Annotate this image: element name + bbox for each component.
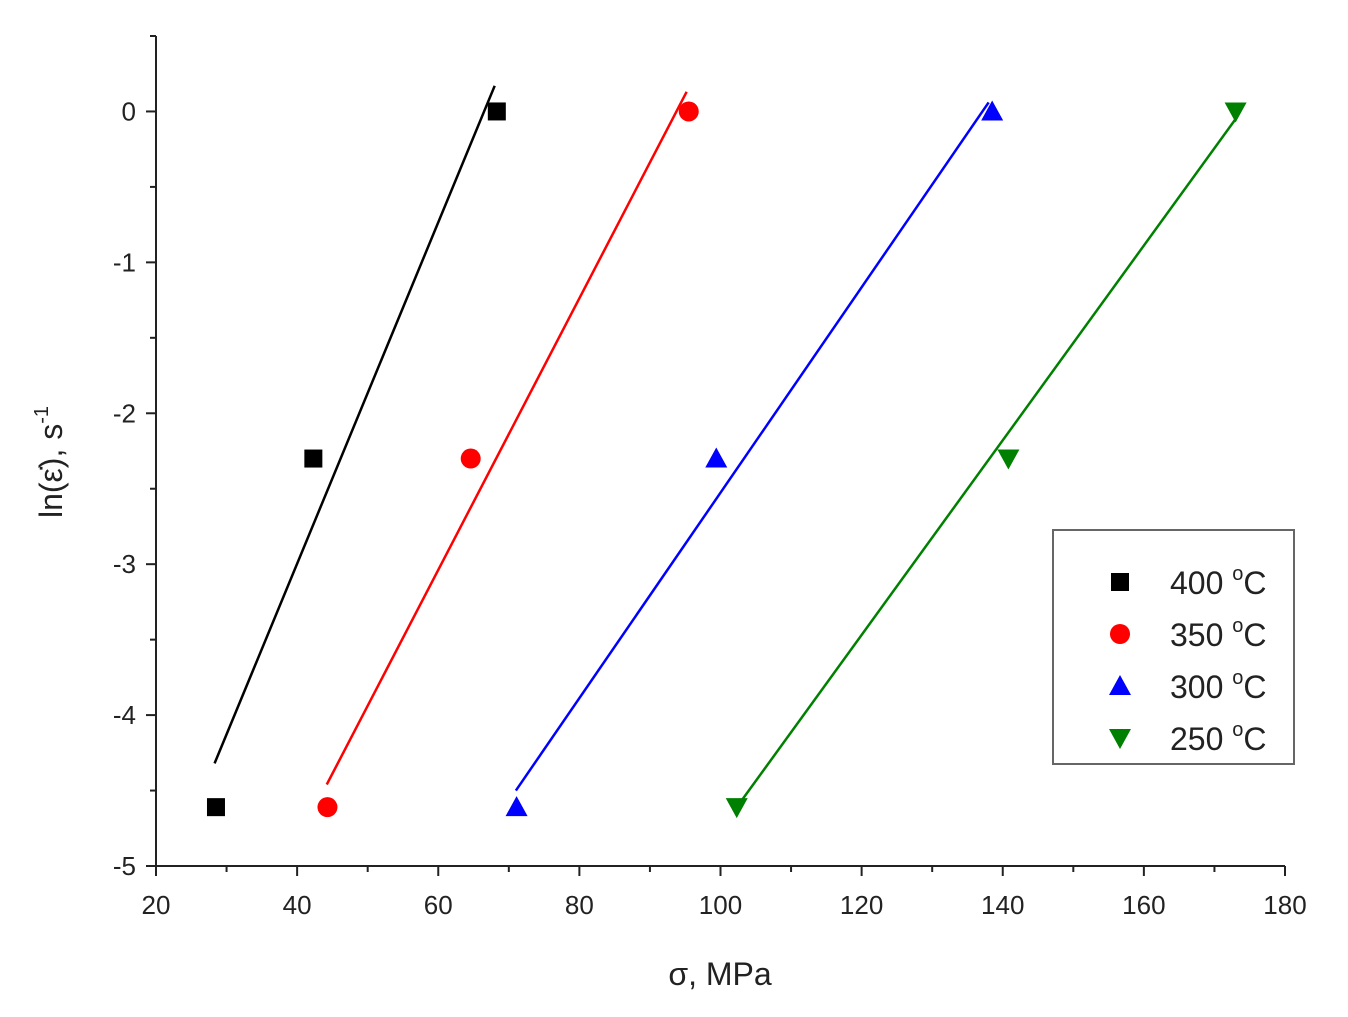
data-point-400 <box>304 449 323 468</box>
legend-marker-300 <box>1109 675 1131 695</box>
x-tick-label: 80 <box>565 890 594 920</box>
fit-line-400 <box>213 85 496 764</box>
data-point-300 <box>505 796 528 817</box>
x-tick-label: 60 <box>424 890 453 920</box>
legend: 400 oC 350 oC 300 oC 250 oC <box>1052 529 1295 765</box>
x-tick-label: 40 <box>283 890 312 920</box>
y-tick-label: -4 <box>113 700 136 730</box>
x-tick-label: 20 <box>142 890 171 920</box>
data-point-400 <box>206 798 225 817</box>
data-point-250 <box>725 798 748 819</box>
legend-label-250: 250 oC <box>1170 719 1267 757</box>
fit-lines <box>213 85 1237 811</box>
fit-line-300 <box>514 101 990 792</box>
legend-label-400: 400 oC <box>1170 563 1267 601</box>
data-point-350 <box>678 101 699 122</box>
data-point-250 <box>997 449 1020 470</box>
y-axis-title-superscript: -1 <box>31 406 53 424</box>
y-tick-label: -5 <box>113 851 136 881</box>
data-point-250 <box>1224 102 1247 123</box>
y-tick-label: -2 <box>113 398 136 428</box>
x-tick-label: 160 <box>1122 890 1165 920</box>
data-point-350 <box>317 797 338 818</box>
legend-label-350: 350 oC <box>1170 615 1267 653</box>
x-axis-title: σ, MPa <box>668 956 772 992</box>
axes: 20 40 60 80 100 120 140 160 180 0 -1 -2 -3 -4 -5 <box>113 35 1307 920</box>
x-tick-label: 120 <box>840 890 883 920</box>
legend-marker-250 <box>1109 729 1131 749</box>
x-tick-label: 180 <box>1263 890 1306 920</box>
fit-line-250 <box>733 118 1237 811</box>
legend-box <box>1052 529 1295 765</box>
legend-label-300: 300 oC <box>1170 667 1267 705</box>
y-axis-title: ln(ε̇), s-1 <box>31 406 69 518</box>
data-point-350 <box>460 448 481 469</box>
y-tick-label: 0 <box>122 96 136 126</box>
legend-marker-400 <box>1111 573 1129 591</box>
svg-text:ln(ε̇), s-1: ln(ε̇), s-1 <box>31 406 69 518</box>
data-markers <box>206 100 1247 819</box>
x-tick-label: 140 <box>981 890 1024 920</box>
y-tick-label: -1 <box>113 247 136 277</box>
x-tick-label: 100 <box>699 890 742 920</box>
y-axis-title-text: ln(ε̇), s <box>33 424 69 518</box>
y-tick-label: -3 <box>113 549 136 579</box>
data-point-300 <box>705 447 728 468</box>
data-point-300 <box>981 100 1004 121</box>
legend-marker-350 <box>1110 624 1130 644</box>
data-point-400 <box>487 102 506 121</box>
fit-line-350 <box>325 91 688 786</box>
